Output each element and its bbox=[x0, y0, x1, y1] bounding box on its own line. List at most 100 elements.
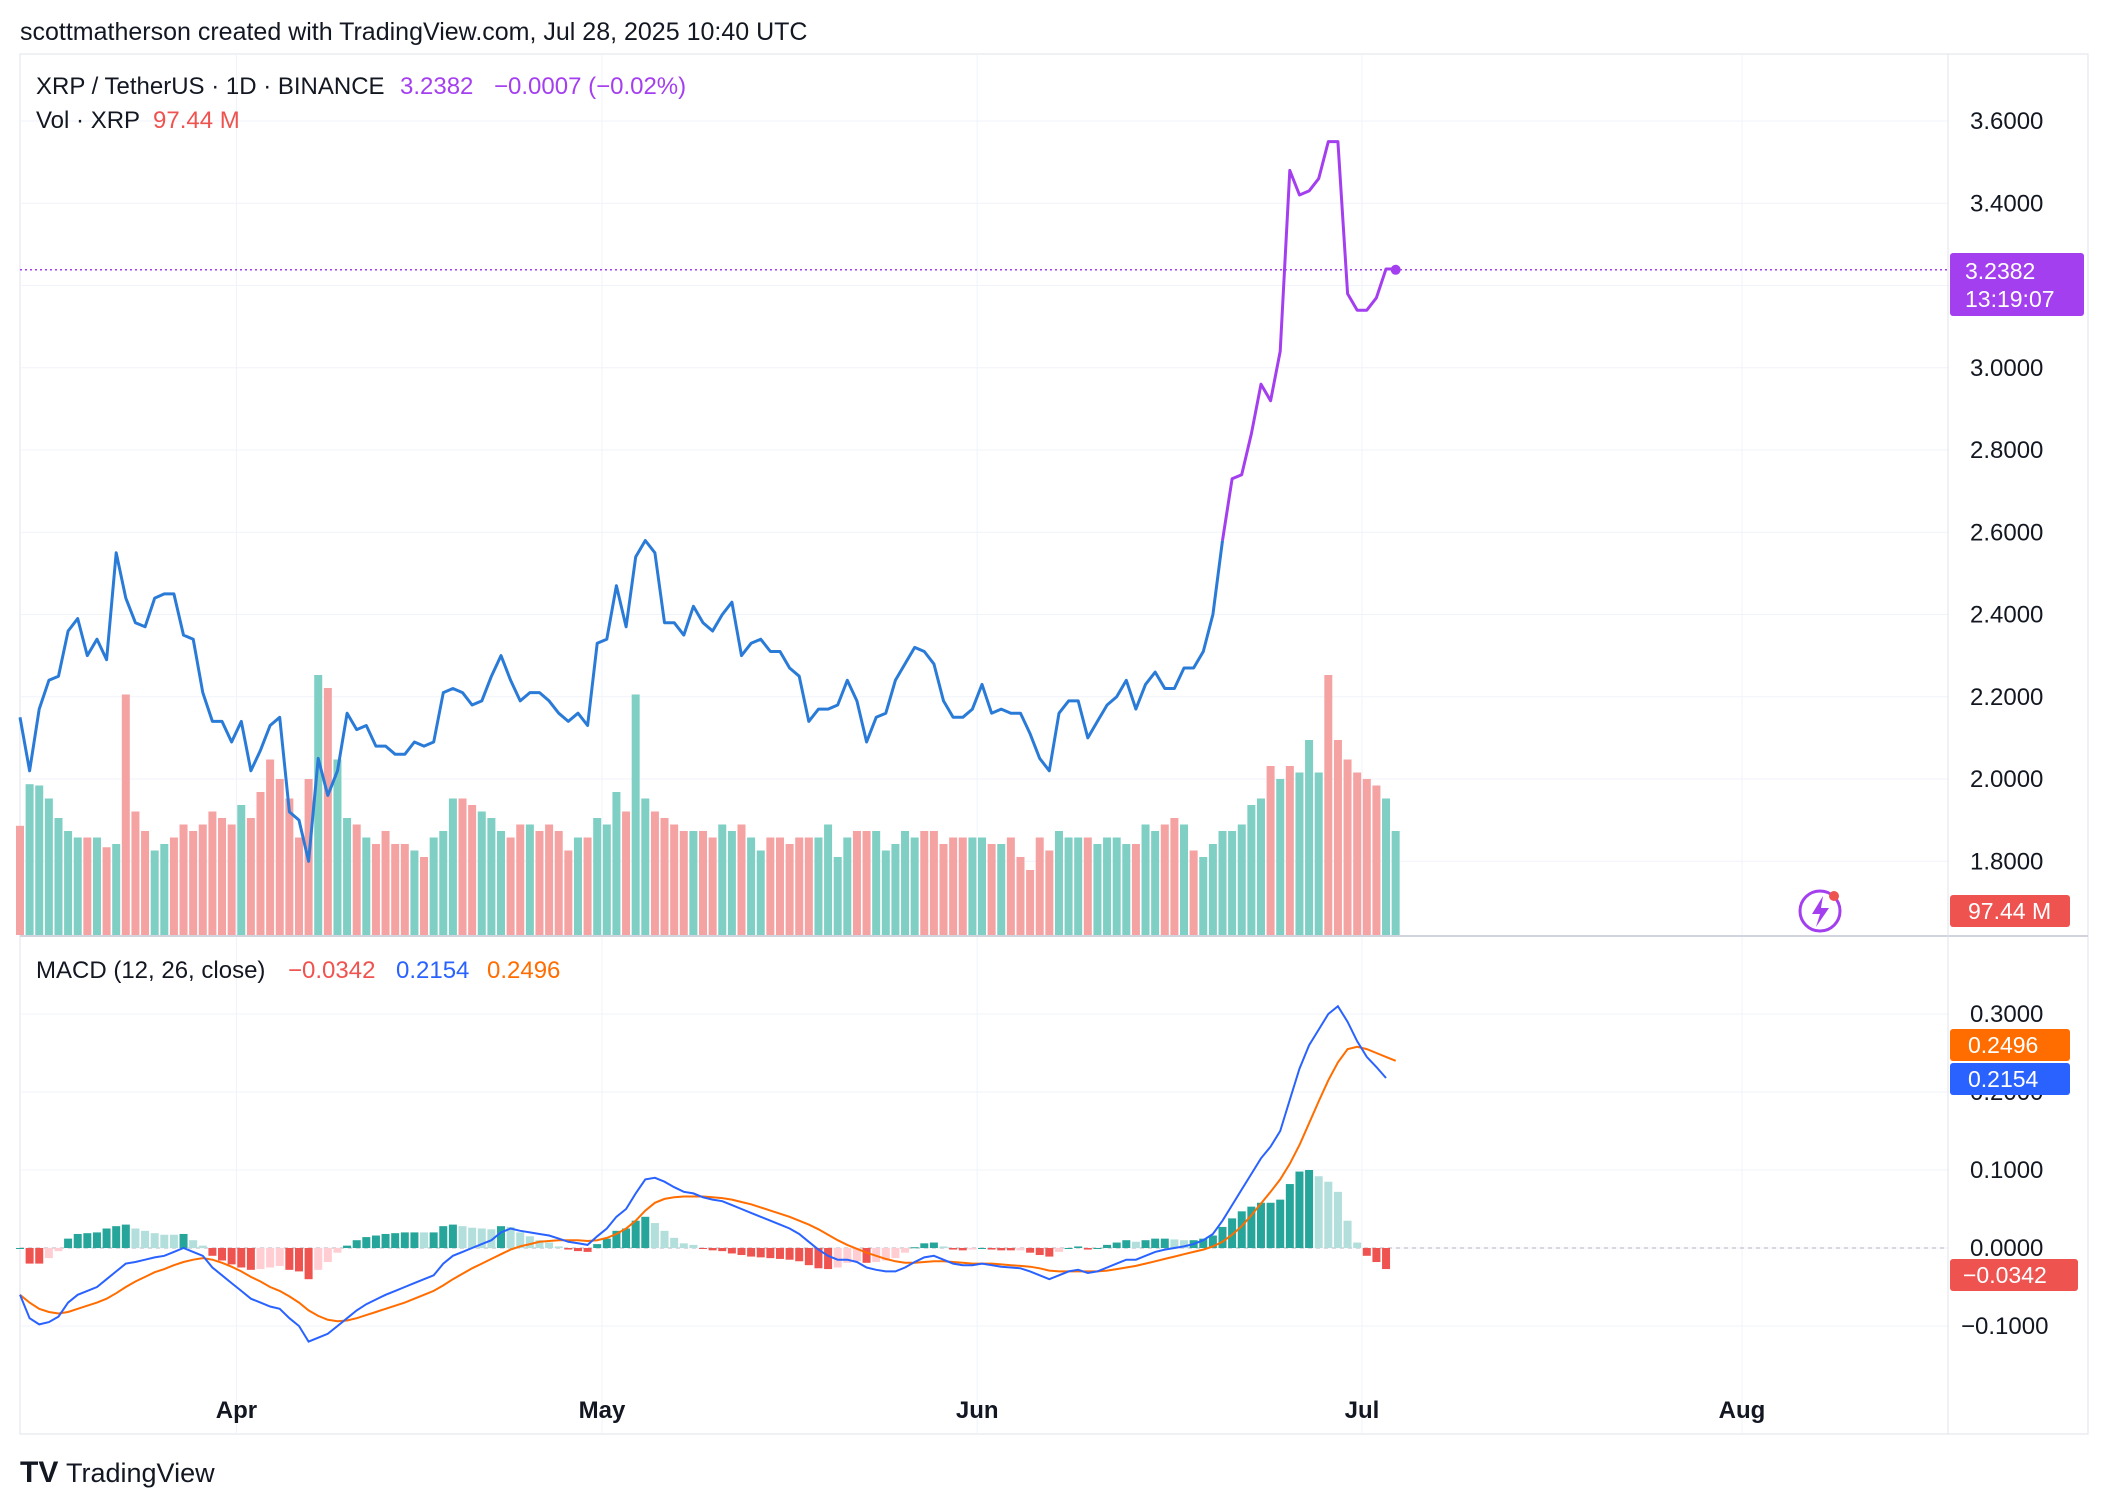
macd-histogram-bar bbox=[891, 1248, 900, 1259]
macd-histogram-bar bbox=[506, 1226, 515, 1248]
macd-histogram-bar bbox=[381, 1233, 390, 1248]
volume-bar bbox=[439, 831, 448, 935]
volume-bar bbox=[766, 837, 775, 935]
volume-bar bbox=[323, 688, 332, 935]
volume-bar bbox=[112, 844, 121, 935]
macd-histogram-bar bbox=[843, 1248, 852, 1263]
volume-bar bbox=[920, 831, 929, 935]
volume-bar bbox=[968, 837, 977, 935]
volume-bar bbox=[641, 798, 650, 935]
macd-histogram-bar bbox=[448, 1224, 457, 1248]
macd-histogram-bar bbox=[852, 1248, 861, 1262]
macd-histogram-bar bbox=[747, 1248, 756, 1257]
macd-histogram-bar bbox=[785, 1248, 794, 1260]
tradingview-logo[interactable]: TV TradingView bbox=[20, 1456, 215, 1489]
macd-histogram-bar bbox=[602, 1238, 611, 1248]
macd-histogram-bar bbox=[1276, 1199, 1285, 1248]
volume-bar bbox=[391, 844, 400, 935]
legend-macd-label[interactable]: MACD (12, 26, close) bbox=[36, 957, 265, 984]
macd-histogram-bar bbox=[1314, 1176, 1323, 1248]
macd-histogram-bar bbox=[1266, 1202, 1275, 1248]
macd-histogram-bar bbox=[1151, 1238, 1160, 1248]
volume-bar bbox=[881, 850, 890, 935]
legend-macd-line: 0.2154 bbox=[396, 957, 469, 984]
volume-bar bbox=[160, 844, 169, 935]
volume-bar bbox=[1362, 779, 1371, 935]
volume-bar bbox=[1285, 766, 1294, 935]
volume-bar bbox=[670, 824, 679, 935]
macd-line bbox=[19, 1004, 1387, 1343]
volume-bar bbox=[429, 837, 438, 935]
macd-histogram-bar bbox=[160, 1234, 169, 1248]
macd-histogram-bar bbox=[920, 1243, 929, 1248]
macd-histogram-bar bbox=[833, 1248, 842, 1268]
macd-histogram-bar bbox=[516, 1232, 525, 1248]
macd-signal-line bbox=[19, 1045, 1397, 1323]
legend-volume-label[interactable]: Vol · XRP bbox=[36, 107, 140, 134]
volume-bar bbox=[371, 844, 380, 935]
macd-histogram-bar bbox=[1247, 1206, 1256, 1248]
macd-histogram-bar bbox=[246, 1248, 255, 1270]
volume-bar bbox=[1237, 824, 1246, 935]
volume-bar bbox=[1131, 844, 1140, 935]
volume-bar bbox=[1305, 740, 1314, 935]
macd-histogram-bar bbox=[525, 1236, 534, 1248]
volume-bar bbox=[602, 824, 611, 935]
legend-price: 3.2382 bbox=[400, 73, 473, 100]
price-tick-label: 1.8000 bbox=[1970, 848, 2043, 875]
lightning-icon[interactable] bbox=[1798, 889, 1842, 933]
macd-histogram-bar bbox=[429, 1232, 438, 1248]
volume-badge-value: 97.44 M bbox=[1968, 898, 2051, 924]
volume-bar bbox=[1035, 837, 1044, 935]
macd-histogram-bar bbox=[1237, 1211, 1246, 1248]
macd-histogram-bar bbox=[1045, 1248, 1054, 1257]
legend-symbol[interactable]: XRP / TetherUS · 1D · BINANCE bbox=[36, 73, 385, 100]
volume-bar bbox=[612, 792, 621, 935]
time-axis: Apr May Jun Jul Aug bbox=[216, 1397, 1766, 1424]
volume-bar bbox=[699, 831, 708, 935]
price-tick-label: 2.2000 bbox=[1970, 684, 2043, 711]
macd-histogram-bar bbox=[737, 1248, 746, 1256]
tradingview-brand: TradingView bbox=[66, 1458, 215, 1488]
macd-histogram-bar bbox=[102, 1228, 111, 1248]
volume-bar bbox=[1083, 837, 1092, 935]
volume-bar bbox=[852, 831, 861, 935]
macd-histogram-bar bbox=[73, 1233, 82, 1248]
volume-bar bbox=[775, 837, 784, 935]
macd-signal-badge-value: 0.2496 bbox=[1968, 1032, 2038, 1058]
macd-histogram-bar bbox=[266, 1248, 275, 1268]
price-line-recent bbox=[1221, 140, 1396, 541]
macd-histogram-bar bbox=[314, 1248, 323, 1270]
macd-histogram-bar bbox=[333, 1248, 342, 1253]
volume-bar bbox=[1372, 785, 1381, 935]
volume-bar bbox=[35, 785, 44, 935]
macd-histogram-bar bbox=[1131, 1241, 1140, 1248]
volume-bar bbox=[448, 798, 457, 935]
tradingview-logo-icon: TV bbox=[20, 1456, 58, 1489]
macd-hist-badge-value: −0.0342 bbox=[1963, 1262, 2047, 1288]
volume-bar bbox=[1314, 772, 1323, 935]
macd-histogram-bar bbox=[670, 1237, 679, 1248]
macd-histogram-bar bbox=[16, 1248, 24, 1249]
price-axis: 1.8000 2.0000 2.2000 2.4000 2.6000 2.8000 3.00… bbox=[1970, 108, 2043, 875]
macd-histogram-bar bbox=[1083, 1248, 1092, 1250]
macd-histogram-bar bbox=[362, 1237, 371, 1248]
macd-histogram-bar bbox=[775, 1248, 784, 1259]
volume-bar bbox=[16, 825, 24, 935]
volume-bar bbox=[1122, 844, 1131, 935]
volume-bar bbox=[343, 818, 352, 935]
volume-bar bbox=[650, 811, 659, 935]
volume-bar bbox=[737, 824, 746, 935]
legend-change: −0.0007 (−0.02%) bbox=[494, 73, 686, 100]
volume-bar bbox=[487, 818, 496, 935]
macd-histogram-bar bbox=[198, 1245, 207, 1248]
macd-histogram-bar bbox=[1333, 1191, 1342, 1248]
macd-histogram-bar bbox=[1141, 1240, 1150, 1248]
volume-bars bbox=[16, 675, 1400, 935]
volume-bar bbox=[843, 837, 852, 935]
volume-bar bbox=[198, 824, 207, 935]
macd-histogram-bar bbox=[237, 1248, 246, 1268]
macd-histogram-bar bbox=[294, 1248, 303, 1272]
macd-tick-label: 0.3000 bbox=[1970, 1001, 2043, 1028]
volume-bar bbox=[872, 831, 881, 935]
